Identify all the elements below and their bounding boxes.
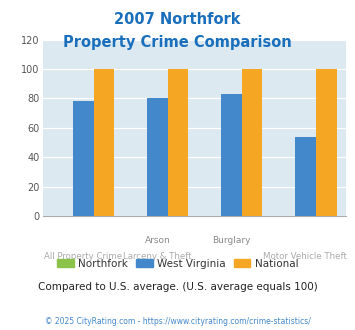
Text: © 2025 CityRating.com - https://www.cityrating.com/crime-statistics/: © 2025 CityRating.com - https://www.city… bbox=[45, 317, 310, 326]
Bar bbox=[221, 94, 242, 216]
Text: Burglary: Burglary bbox=[212, 236, 251, 245]
Text: Compared to U.S. average. (U.S. average equals 100): Compared to U.S. average. (U.S. average … bbox=[38, 282, 317, 292]
Bar bbox=[242, 69, 262, 216]
Legend: Northfork, West Virginia, National: Northfork, West Virginia, National bbox=[53, 254, 302, 273]
Bar bbox=[295, 137, 316, 216]
Bar bbox=[316, 69, 337, 216]
Text: 2007 Northfork: 2007 Northfork bbox=[114, 12, 241, 26]
Text: Larceny & Theft: Larceny & Theft bbox=[123, 252, 192, 261]
Text: Arson: Arson bbox=[144, 236, 170, 245]
Bar bbox=[94, 69, 114, 216]
Bar bbox=[168, 69, 189, 216]
Text: All Property Crime: All Property Crime bbox=[44, 252, 122, 261]
Text: Motor Vehicle Theft: Motor Vehicle Theft bbox=[263, 252, 347, 261]
Bar bbox=[73, 101, 94, 216]
Text: Property Crime Comparison: Property Crime Comparison bbox=[63, 35, 292, 50]
Bar bbox=[147, 98, 168, 216]
